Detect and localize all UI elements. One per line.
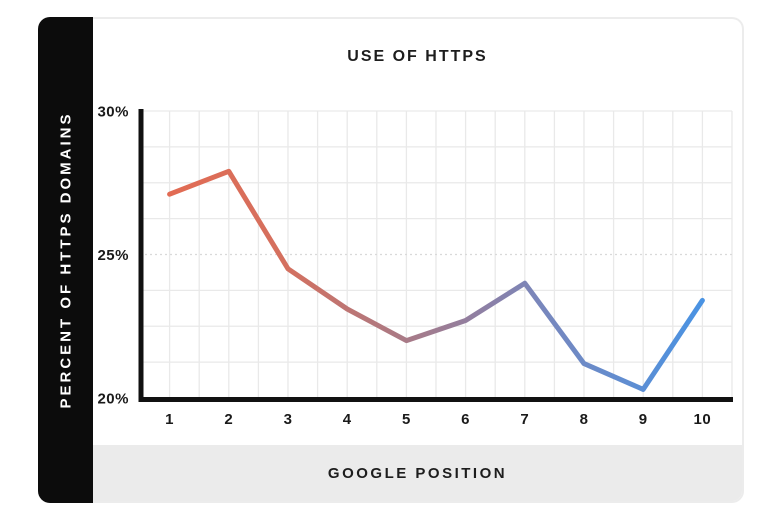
x-tick-label: 7	[520, 411, 529, 428]
x-tick-label: 9	[639, 411, 648, 428]
x-axis-title-bar: GOOGLE POSITION	[93, 445, 742, 501]
x-tick-label: 3	[284, 411, 293, 428]
y-axis-title-bar: PERCENT OF HTTPS DOMAINS	[38, 17, 93, 503]
x-tick-label: 5	[402, 411, 411, 428]
y-axis-title: PERCENT OF HTTPS DOMAINS	[57, 111, 74, 409]
x-tick-label: 8	[580, 411, 589, 428]
x-tick-label: 10	[694, 411, 712, 428]
line-chart: 30% 25% 20% 1 2 3 4 5 6 7 8 9 10	[97, 104, 733, 428]
y-tick-label: 25%	[97, 247, 129, 264]
x-tick-label: 1	[165, 411, 174, 428]
y-tick-label: 20%	[97, 391, 129, 408]
x-tick-label: 6	[461, 411, 470, 428]
chart-area: 30% 25% 20% 1 2 3 4 5 6 7 8 9 10	[93, 95, 742, 445]
x-axis-title: GOOGLE POSITION	[327, 464, 508, 482]
chart-main: USE OF HTTPS 30% 25% 20% 1 2 3 4 5 6 7 8 9 10 GOOGLE…	[93, 17, 744, 503]
chart-title-row: USE OF HTTPS	[93, 19, 742, 95]
chart-title: USE OF HTTPS	[347, 48, 488, 65]
chart-card: PERCENT OF HTTPS DOMAINS USE OF HTTPS 30…	[38, 17, 744, 503]
y-tick-label: 30%	[97, 104, 129, 121]
x-tick-label: 2	[224, 411, 233, 428]
x-tick-label: 4	[343, 411, 352, 428]
https-trend-line	[167, 168, 705, 392]
